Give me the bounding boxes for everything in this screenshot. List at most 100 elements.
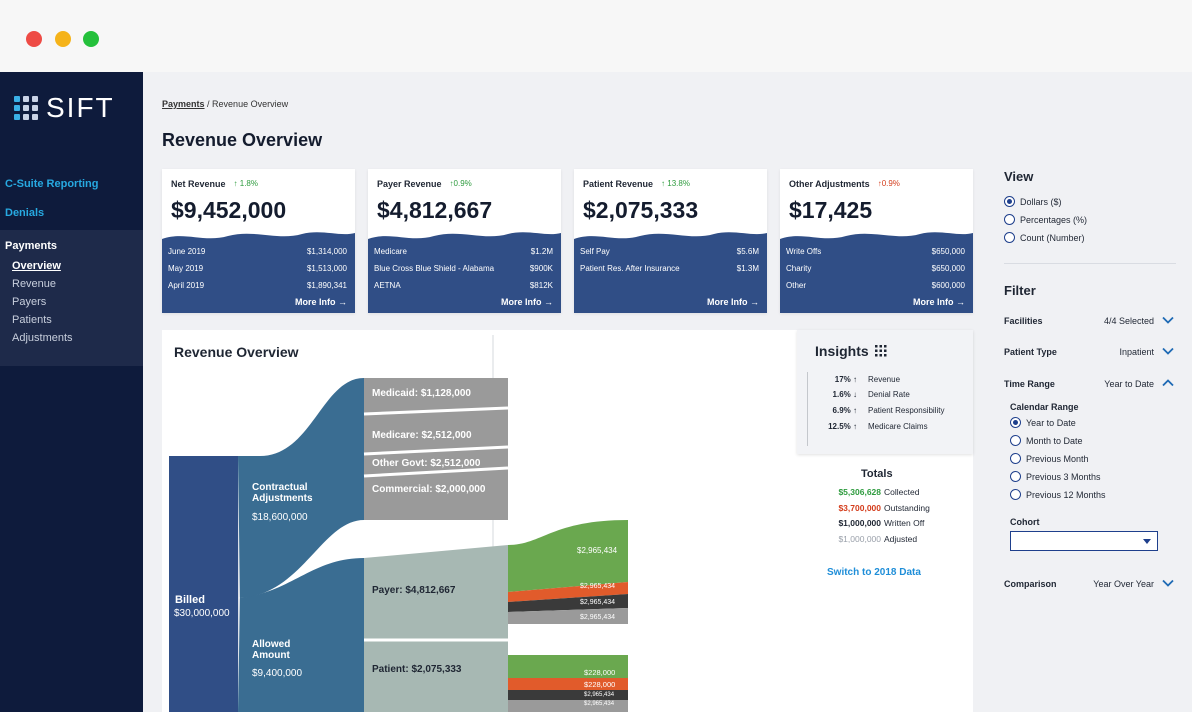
card-wave-background bbox=[162, 232, 355, 313]
divider bbox=[1004, 263, 1176, 264]
sidebar-item-c-suite-reporting[interactable]: C-Suite Reporting bbox=[5, 178, 99, 190]
sidebar-item-revenue[interactable]: Revenue bbox=[12, 278, 57, 290]
payer-split-label: $2,965,434 bbox=[577, 546, 618, 555]
switch-year-link[interactable]: Switch to 2018 Data bbox=[827, 567, 921, 578]
patient-label: Patient: $2,075,333 bbox=[372, 664, 462, 675]
view-heading: View bbox=[1004, 169, 1034, 184]
sankey-title: Revenue Overview bbox=[174, 344, 299, 360]
sidebar-item-adjustments[interactable]: Adjustments bbox=[12, 332, 73, 344]
calendar-option-previous-12-months[interactable]: Previous 12 Months bbox=[1010, 489, 1106, 500]
more-info-link[interactable]: More Info → bbox=[913, 297, 965, 307]
calendar-range-label: Calendar Range bbox=[1010, 402, 1079, 412]
payer-flow-green bbox=[508, 520, 628, 592]
card-value: $9,452,000 bbox=[171, 197, 287, 223]
breadcrumb: Payments / Revenue Overview bbox=[162, 99, 288, 109]
insights-title: Insights bbox=[815, 343, 869, 359]
sidebar-item-payments[interactable]: Payments bbox=[5, 240, 57, 252]
sidebar-item-overview[interactable]: Overview bbox=[12, 260, 61, 272]
view-option-dollars[interactable]: Dollars ($) bbox=[1004, 196, 1062, 207]
billed-node bbox=[169, 456, 238, 712]
contractual-value: $18,600,000 bbox=[252, 512, 308, 523]
card-row: Other $600,000 bbox=[786, 281, 965, 290]
allowed-amount-node bbox=[238, 558, 364, 712]
radio-selected-icon bbox=[1004, 196, 1015, 207]
payer-split-label: $2,965,434 bbox=[580, 599, 616, 606]
patient-revenue-card: Patient Revenue ↑ 13.8% $2,075,333 Self P… bbox=[574, 169, 767, 313]
sidebar-item-denials[interactable]: Denials bbox=[5, 207, 45, 219]
maximize-window-button[interactable] bbox=[83, 31, 99, 47]
more-info-link[interactable]: More Info → bbox=[707, 297, 759, 307]
radio-icon bbox=[1004, 232, 1015, 243]
page-title: Revenue Overview bbox=[162, 130, 323, 150]
sidebar-item-patients[interactable]: Patients bbox=[12, 314, 52, 326]
card-title: Net Revenue bbox=[171, 179, 226, 189]
card-wave-background bbox=[368, 232, 561, 313]
logo[interactable]: SIFT bbox=[14, 92, 115, 124]
card-title: Patient Revenue bbox=[583, 179, 654, 189]
patient-flow-orange bbox=[508, 678, 628, 690]
cohort-select[interactable] bbox=[1010, 531, 1158, 551]
calendar-option-previous-3-months[interactable]: Previous 3 Months bbox=[1010, 471, 1101, 482]
breadcrumb-link-payments[interactable]: Payments bbox=[162, 99, 205, 109]
chevron-down-icon[interactable] bbox=[1162, 345, 1174, 357]
card-row: Charity $650,000 bbox=[786, 264, 965, 273]
other-adjustments-card: Other Adjustments ↑0.9% $17,425 Write Off… bbox=[780, 169, 973, 313]
close-window-button[interactable] bbox=[26, 31, 42, 47]
patient-flow-dark bbox=[508, 690, 628, 700]
payer-revenue-card: Payer Revenue ↑0.9% $4,812,667 Medicare $1… bbox=[368, 169, 561, 313]
patient-split-label: $2,965,434 bbox=[584, 701, 615, 707]
segment-separator bbox=[363, 445, 509, 456]
grid-icon bbox=[874, 345, 887, 357]
patient-node bbox=[364, 640, 508, 712]
card-row: June 2019 $1,314,000 bbox=[168, 247, 347, 256]
view-option-count[interactable]: Count (Number) bbox=[1004, 232, 1085, 243]
patient-flow-green bbox=[508, 655, 628, 678]
card-title: Payer Revenue bbox=[377, 179, 442, 189]
patient-split-label: $2,965,434 bbox=[584, 692, 615, 698]
billed-value: $30,000,000 bbox=[174, 608, 230, 619]
card-row: Medicare $1.2M bbox=[374, 247, 553, 256]
minimize-window-button[interactable] bbox=[55, 31, 71, 47]
card-value: $2,075,333 bbox=[583, 197, 699, 223]
chevron-down-icon[interactable] bbox=[1162, 314, 1174, 326]
radio-icon bbox=[1010, 489, 1021, 500]
trend-indicator: ↑ 1.8% bbox=[233, 179, 258, 188]
radio-icon bbox=[1004, 214, 1015, 225]
commercial-label: Commercial: $2,000,000 bbox=[372, 484, 486, 495]
card-value: $4,812,667 bbox=[377, 197, 493, 223]
calendar-option-year-to-date[interactable]: Year to Date bbox=[1010, 417, 1076, 428]
card-row: Patient Res. After Insurance $1.3M bbox=[580, 264, 759, 273]
more-info-link[interactable]: More Info → bbox=[295, 297, 347, 307]
trend-indicator: ↑0.9% bbox=[449, 179, 472, 188]
radio-icon bbox=[1010, 435, 1021, 446]
card-row: May 2019 $1,513,000 bbox=[168, 264, 347, 273]
chevron-up-icon[interactable] bbox=[1162, 377, 1174, 389]
revenue-sankey-chart bbox=[169, 335, 628, 712]
radio-icon bbox=[1010, 471, 1021, 482]
calendar-option-month-to-date[interactable]: Month to Date bbox=[1010, 435, 1083, 446]
card-row: Write Offs $650,000 bbox=[786, 247, 965, 256]
view-option-percentages[interactable]: Percentages (%) bbox=[1004, 214, 1087, 225]
patient-flow-gray bbox=[508, 700, 628, 712]
contractual-label: Contractual Adjustments bbox=[252, 482, 313, 504]
patient-split-label: $228,000 bbox=[584, 668, 616, 677]
chevron-down-icon[interactable] bbox=[1162, 577, 1174, 589]
other-govt-label: Other Govt: $2,512,000 bbox=[372, 458, 481, 469]
totals-title: Totals bbox=[861, 468, 893, 480]
segment-separator bbox=[363, 406, 509, 416]
dropdown-arrow-icon bbox=[1143, 539, 1151, 544]
sidebar-item-payers[interactable]: Payers bbox=[12, 296, 47, 308]
payer-flow-dark bbox=[508, 594, 628, 612]
more-info-link[interactable]: More Info → bbox=[501, 297, 553, 307]
card-row: Self Pay $5.6M bbox=[580, 247, 759, 256]
calendar-option-previous-month[interactable]: Previous Month bbox=[1010, 453, 1089, 464]
sift-logo-icon bbox=[14, 96, 38, 120]
patient-split-label: $228,000 bbox=[584, 680, 616, 689]
insights-rule bbox=[807, 372, 808, 446]
card-title: Other Adjustments bbox=[789, 179, 870, 189]
cohort-label: Cohort bbox=[1010, 517, 1040, 527]
card-value: $17,425 bbox=[789, 197, 873, 223]
filter-heading: Filter bbox=[1004, 283, 1036, 298]
breadcrumb-current: / Revenue Overview bbox=[207, 99, 289, 109]
segment-separator bbox=[363, 466, 509, 478]
